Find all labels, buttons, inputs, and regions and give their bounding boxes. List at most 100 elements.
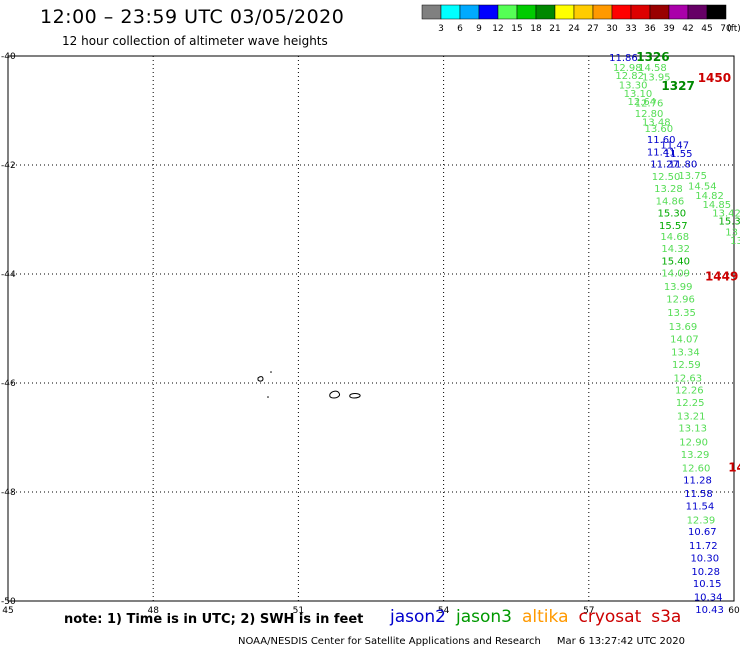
island-dot bbox=[267, 396, 269, 398]
wave-height-value: 14.54 bbox=[688, 182, 717, 193]
legend-swatch bbox=[668, 4, 689, 20]
legend-label: 70 bbox=[720, 24, 732, 34]
altimeter-tracks: 11.8612.9814.5812.8213.9513.3013.1012.64… bbox=[609, 50, 740, 616]
legend-label: 12 bbox=[492, 24, 503, 34]
track-time-label: 14 bbox=[728, 460, 740, 474]
wave-height-value: 12.63 bbox=[674, 374, 703, 385]
legend-swatch bbox=[611, 4, 632, 20]
legend-swatch bbox=[554, 4, 575, 20]
wave-height-value: 15.57 bbox=[659, 221, 688, 232]
wave-height-value: 10.34 bbox=[694, 593, 723, 604]
wave-height-value: 14.32 bbox=[661, 244, 690, 255]
credit-text: NOAA/NESDIS Center for Satellite Applica… bbox=[238, 636, 541, 647]
legend-swatch bbox=[497, 4, 518, 20]
wave-height-value: 12.76 bbox=[635, 98, 664, 109]
wave-height-value: 11.55 bbox=[664, 149, 693, 160]
wave-height-value: 10.28 bbox=[691, 567, 720, 578]
legend-label: 18 bbox=[530, 24, 542, 34]
legend-swatch bbox=[573, 4, 594, 20]
generated-timestamp: Mar 6 13:27:42 UTC 2020 bbox=[556, 636, 685, 647]
map-frame bbox=[7, 55, 735, 602]
wave-height-value: 15.33 bbox=[719, 217, 740, 228]
legend-swatch bbox=[630, 4, 651, 20]
track-time-label: 1450 bbox=[698, 71, 731, 85]
wave-height-value: 13.10 bbox=[624, 89, 653, 100]
x-tick-label: 60 bbox=[728, 606, 740, 616]
wave-height-value: 11.27 bbox=[650, 159, 679, 170]
wave-height-value: 11.41 bbox=[647, 147, 676, 158]
legend-label: 27 bbox=[587, 24, 598, 34]
legend-label: 15 bbox=[511, 24, 522, 34]
wave-height-value: 12.25 bbox=[676, 398, 705, 409]
wave-height-value: 12.82 bbox=[615, 71, 644, 82]
legend-label: 30 bbox=[606, 24, 618, 34]
wave-height-value: 12.50 bbox=[652, 172, 681, 183]
satellite-jason3: jason3 bbox=[456, 607, 512, 627]
legend-swatch bbox=[421, 4, 442, 20]
y-tick-label: -42 bbox=[1, 161, 16, 171]
legend-label: 39 bbox=[663, 24, 675, 34]
wave-height-value: 13.69 bbox=[669, 322, 698, 333]
wave-height-value: 10.30 bbox=[690, 553, 719, 564]
satellite-altika: altika bbox=[522, 607, 569, 627]
legend-label: 6 bbox=[457, 24, 463, 34]
y-tick-label: -46 bbox=[1, 379, 16, 389]
legend-swatch bbox=[516, 4, 537, 20]
wave-height-value: 15.30 bbox=[658, 208, 687, 219]
grid-lines bbox=[8, 56, 734, 601]
y-tick-label: -44 bbox=[1, 270, 16, 280]
wave-height-value: 13 bbox=[725, 227, 738, 238]
wave-height-value: 11.47 bbox=[660, 140, 689, 151]
wave-height-value: 11.58 bbox=[684, 489, 713, 500]
wave-height-value: 12.60 bbox=[682, 463, 711, 474]
legend-swatch bbox=[478, 4, 499, 20]
legend-label: 45 bbox=[701, 24, 712, 34]
track-time-label: 1326 bbox=[636, 50, 669, 64]
wave-height-value: 13.75 bbox=[678, 171, 707, 182]
wave-height-value: 12.59 bbox=[672, 360, 701, 371]
footnote: note: 1) Time is in UTC; 2) SWH is in fe… bbox=[64, 612, 364, 627]
wave-height-value: 13.48 bbox=[642, 117, 671, 128]
color-legend: 3 6 9 12 15 18 21 24 27 30 33 36 39 42 45 70(ft) bbox=[421, 4, 740, 34]
wave-height-value: 13.28 bbox=[654, 184, 683, 195]
legend-swatch bbox=[706, 4, 727, 20]
wave-height-value: 10.67 bbox=[688, 527, 717, 538]
legend-label: 9 bbox=[476, 24, 482, 34]
wave-height-value: 12.90 bbox=[679, 437, 708, 448]
wave-height-value: 14.85 bbox=[703, 200, 732, 211]
wave-height-value: 11.86 bbox=[609, 53, 638, 64]
wave-height-value: 12.26 bbox=[675, 386, 704, 397]
wave-height-value: 11.28 bbox=[683, 475, 712, 486]
wave-height-value: 15.40 bbox=[661, 256, 690, 267]
wave-height-value: 12.80 bbox=[635, 109, 664, 120]
legend-swatch bbox=[687, 4, 708, 20]
x-tick-label: 48 bbox=[147, 606, 159, 616]
legend-swatch bbox=[459, 4, 480, 20]
y-tick-label: -48 bbox=[1, 488, 16, 498]
wave-height-value: 13.42 bbox=[712, 208, 740, 219]
legend-label: 24 bbox=[568, 24, 580, 34]
island-dot bbox=[270, 371, 272, 373]
legend-swatch bbox=[592, 4, 613, 20]
legend-unit: (ft) bbox=[727, 24, 740, 34]
wave-height-value: 13.95 bbox=[642, 73, 671, 84]
wave-height-value: 11.60 bbox=[647, 135, 676, 146]
x-tick-label: 45 bbox=[2, 606, 13, 616]
x-tick-label: 57 bbox=[583, 606, 594, 616]
satellite-cryosat: cryosat bbox=[578, 607, 642, 627]
wave-height-value: 13.13 bbox=[678, 424, 707, 435]
track-time-label: 1327 bbox=[661, 79, 694, 93]
x-tick-label: 51 bbox=[293, 606, 304, 616]
wave-height-value: 11.54 bbox=[686, 502, 715, 513]
wave-height-value: 11.72 bbox=[689, 541, 718, 552]
y-tick-label: -40 bbox=[1, 52, 16, 62]
wave-height-value: 12.39 bbox=[687, 515, 716, 526]
credit-line: NOAA/NESDIS Center for Satellite Applica… bbox=[238, 636, 685, 647]
wave-height-value: 10.43 bbox=[695, 605, 724, 616]
satellite-jason2: jason2 bbox=[390, 607, 446, 627]
wave-height-value: 13.60 bbox=[644, 124, 673, 135]
legend-swatch bbox=[649, 4, 670, 20]
wave-height-value: 13.29 bbox=[681, 450, 710, 461]
y-tick-label: -50 bbox=[1, 597, 16, 607]
